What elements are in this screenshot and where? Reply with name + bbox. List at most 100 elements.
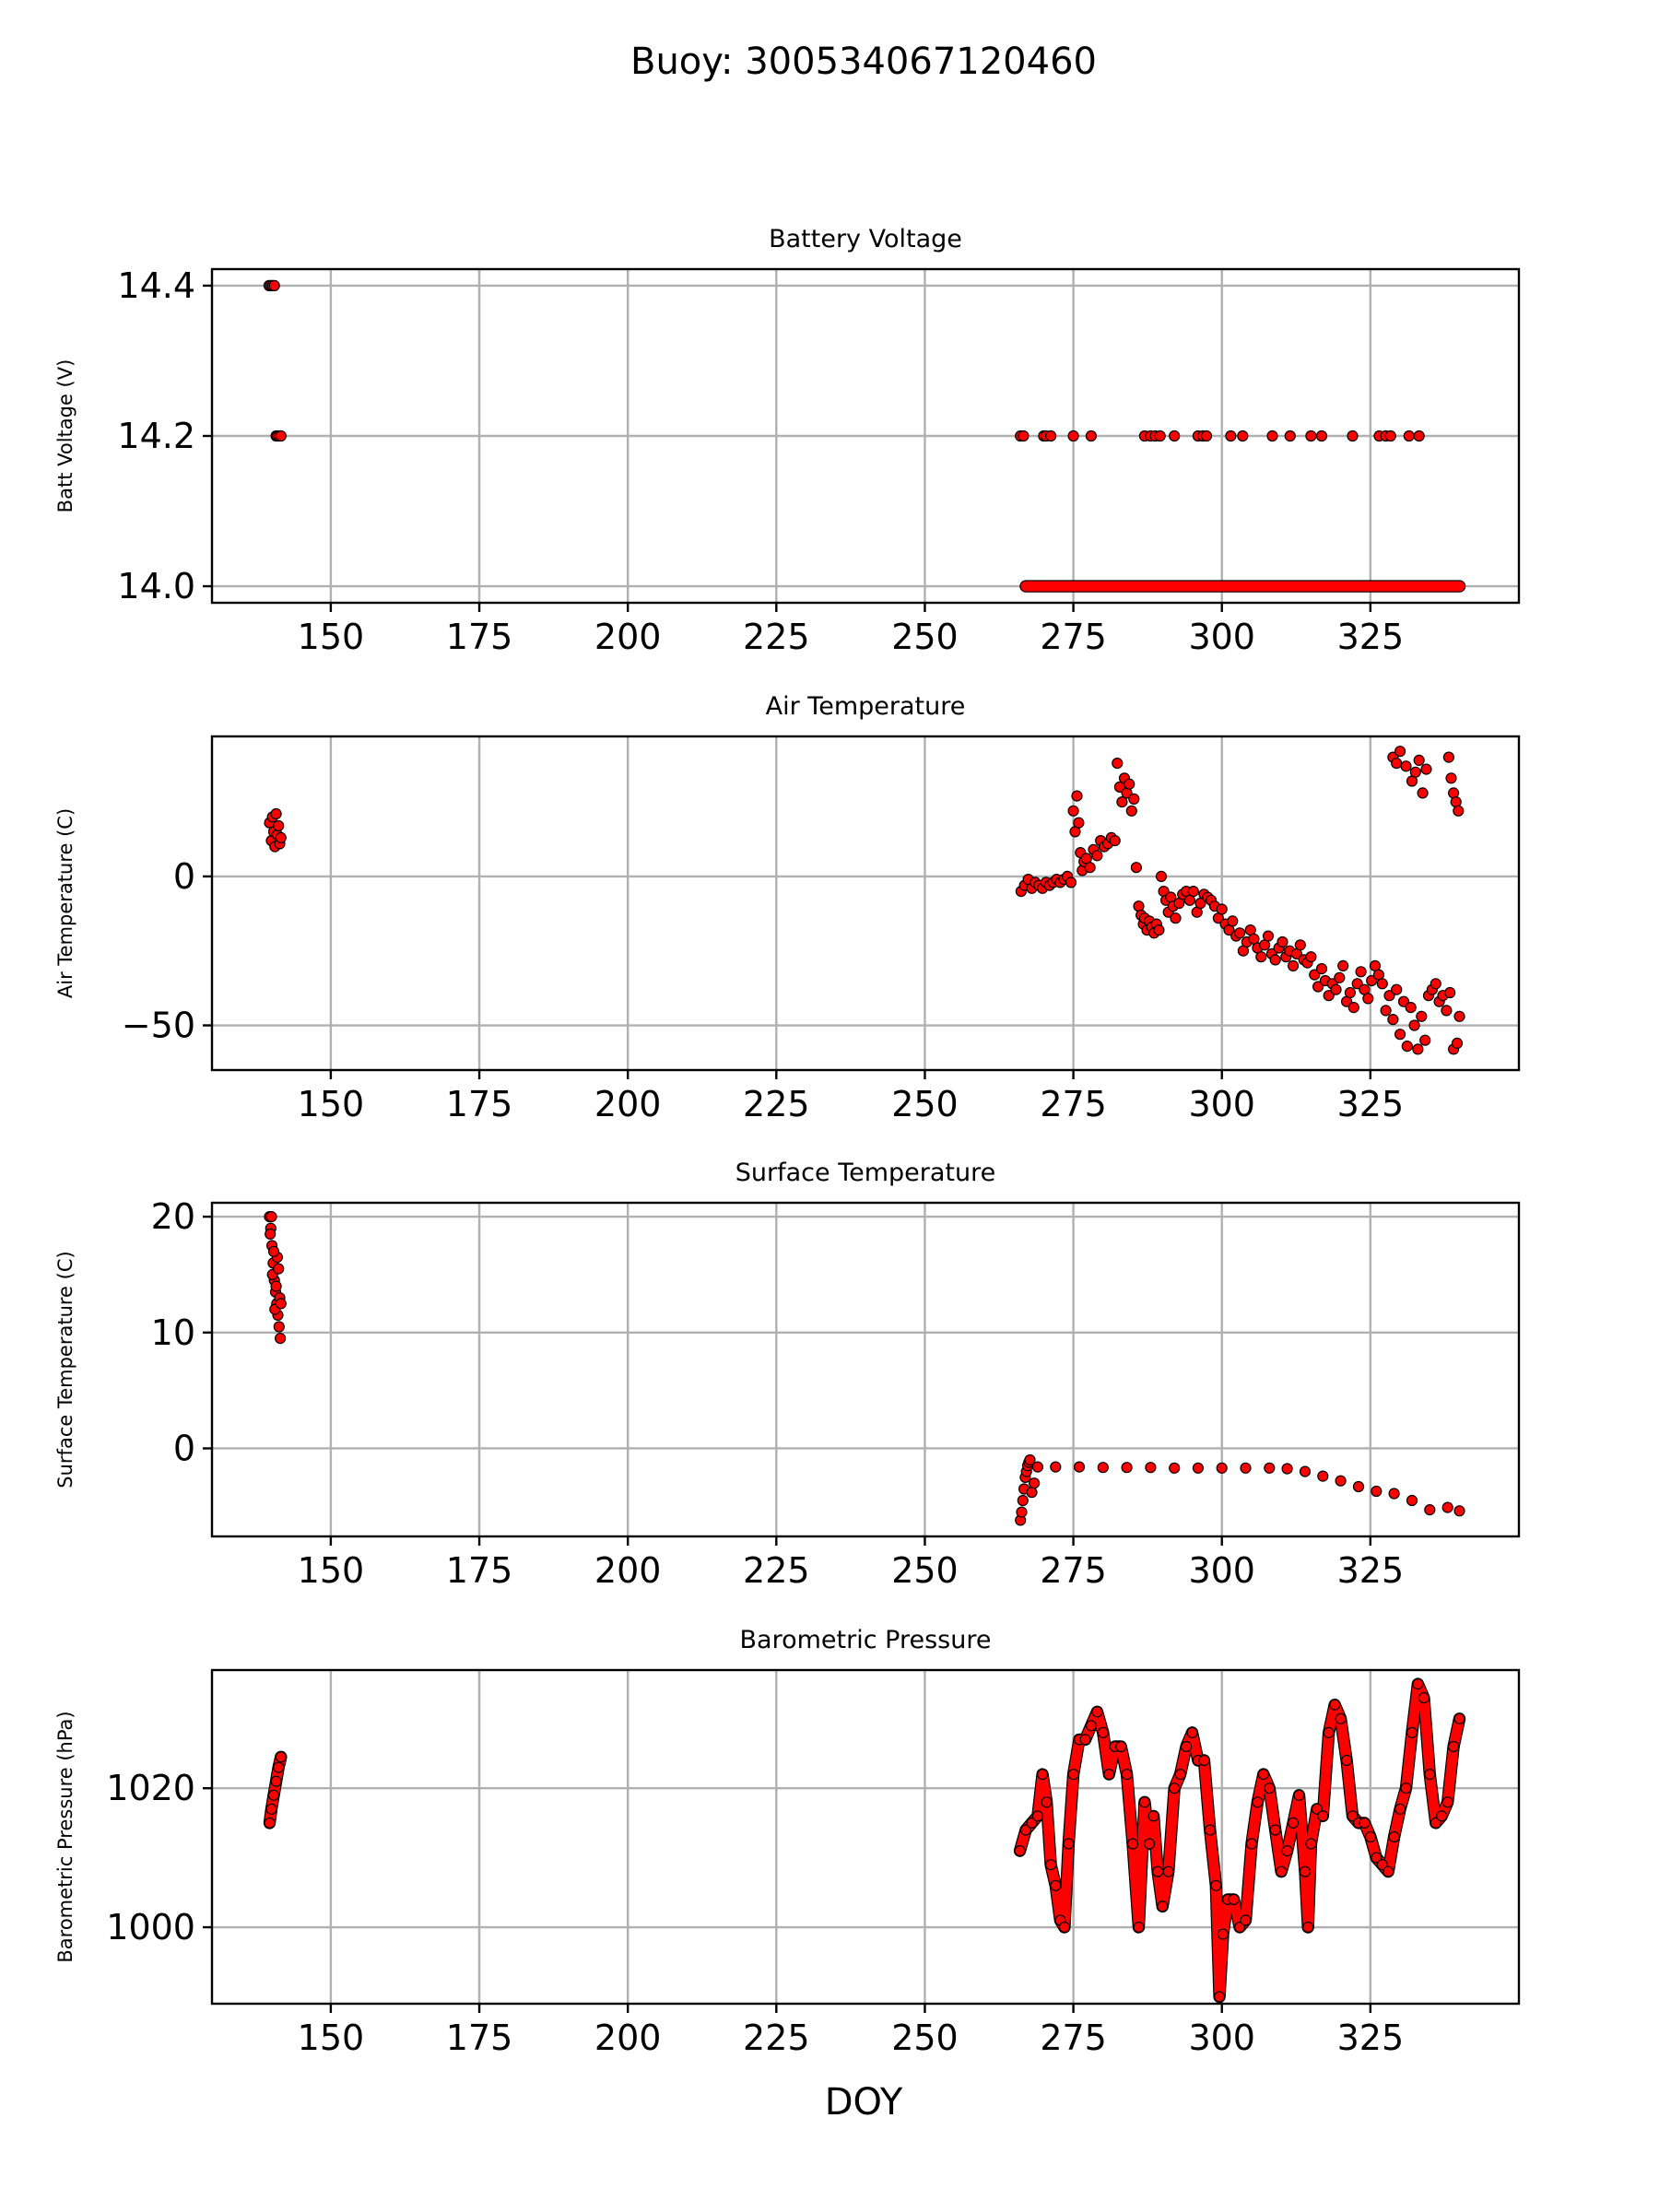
data-point xyxy=(1376,978,1388,990)
data-point xyxy=(1445,772,1457,784)
data-point xyxy=(1387,1013,1399,1026)
x-tick-label: 225 xyxy=(743,1084,810,1124)
data-point xyxy=(1362,993,1374,1005)
x-tick-label: 325 xyxy=(1337,1550,1405,1591)
data-point xyxy=(1225,429,1237,442)
data-point xyxy=(1245,1838,1258,1850)
y-tick-label: 0 xyxy=(173,1428,195,1468)
data-point xyxy=(1417,787,1429,799)
data-point xyxy=(1125,805,1137,817)
data-point xyxy=(1121,1462,1133,1474)
data-point xyxy=(267,1245,280,1257)
data-point xyxy=(1266,429,1278,442)
subplot-title: Air Temperature xyxy=(766,692,966,721)
data-point xyxy=(1153,924,1165,936)
data-point xyxy=(275,831,287,844)
data-point xyxy=(1121,1768,1133,1781)
x-tick-label: 300 xyxy=(1188,1084,1255,1124)
data-point xyxy=(1388,1488,1400,1500)
y-tick-label: 14.4 xyxy=(117,265,195,306)
data-point xyxy=(1269,1824,1281,1836)
x-tick-label: 250 xyxy=(891,2018,959,2058)
x-tick-label: 300 xyxy=(1188,617,1255,657)
data-point xyxy=(1355,966,1367,978)
x-tick-label: 150 xyxy=(298,2018,365,2058)
data-point xyxy=(1255,951,1267,963)
data-point xyxy=(1044,1859,1057,1871)
x-axis-label: DOY xyxy=(825,2081,903,2124)
data-point xyxy=(1453,1010,1465,1022)
data-point xyxy=(1413,429,1425,442)
data-point xyxy=(1364,1830,1377,1843)
x-tick-label: 225 xyxy=(743,1550,810,1591)
x-tick-label: 250 xyxy=(891,1550,959,1591)
data-point xyxy=(1097,1726,1109,1739)
data-point xyxy=(1237,429,1249,442)
data-point xyxy=(1391,983,1403,995)
data-point xyxy=(1394,746,1406,758)
data-points xyxy=(263,279,1466,593)
x-tick-label: 250 xyxy=(891,1084,959,1124)
subplot-4: 150 175 200 225 250 275 300 325 1000 1020 Barometr… xyxy=(54,1626,1521,2058)
subplot-2: 150 175 200 225 250 275 300 325 −50 0 Air Temperat… xyxy=(54,692,1521,1124)
data-point xyxy=(1281,1463,1293,1475)
data-point xyxy=(1116,795,1128,808)
data-points xyxy=(264,1210,1465,1526)
x-tick-label: 200 xyxy=(594,617,662,657)
x-tick-label: 200 xyxy=(594,1550,662,1591)
data-point xyxy=(1169,1462,1181,1474)
data-point xyxy=(1406,1494,1418,1507)
data-point xyxy=(1187,885,1199,898)
data-point xyxy=(1335,1712,1347,1724)
data-point xyxy=(1436,1810,1448,1822)
data-point xyxy=(270,1280,282,1292)
data-point xyxy=(1330,983,1342,995)
data-point xyxy=(270,1775,282,1787)
data-point xyxy=(1394,1029,1406,1041)
data-point xyxy=(1112,757,1124,770)
y-axis-label: Air Temperature (C) xyxy=(54,808,76,998)
data-point xyxy=(1252,1796,1264,1808)
data-point xyxy=(1340,1754,1353,1767)
data-point xyxy=(264,1817,276,1830)
data-point xyxy=(273,1263,285,1275)
data-point xyxy=(1031,1461,1044,1473)
subplot-title: Battery Voltage xyxy=(769,225,962,253)
data-point xyxy=(1305,429,1317,442)
data-point xyxy=(1359,1817,1371,1830)
data-point xyxy=(1447,1740,1460,1753)
data-point xyxy=(1018,429,1030,442)
data-point xyxy=(1351,978,1363,990)
data-point xyxy=(265,1210,277,1223)
data-point xyxy=(1329,1699,1341,1711)
data-point xyxy=(1397,995,1410,1007)
data-point xyxy=(1281,1844,1293,1857)
x-tick-label: 150 xyxy=(298,1084,365,1124)
data-point xyxy=(267,1789,280,1801)
y-tick-label: 1000 xyxy=(106,1907,195,1947)
data-point xyxy=(1067,805,1079,817)
x-tick-label: 225 xyxy=(743,2018,810,2058)
data-point xyxy=(1200,429,1213,442)
data-point xyxy=(1347,1001,1359,1014)
data-point xyxy=(1315,962,1328,975)
data-point xyxy=(1441,1796,1453,1808)
data-point xyxy=(1262,930,1275,942)
data-point xyxy=(1192,1462,1205,1474)
data-points xyxy=(264,746,1465,1055)
data-point xyxy=(1174,1768,1186,1781)
data-point xyxy=(1416,1010,1428,1022)
data-point xyxy=(1264,1783,1276,1794)
data-point xyxy=(275,1332,287,1345)
data-point xyxy=(1287,959,1300,972)
y-tick-label: 14.2 xyxy=(117,416,195,456)
data-point xyxy=(1162,1865,1174,1877)
x-tick-label: 300 xyxy=(1188,2018,1255,2058)
subplots: 150 175 200 225 250 275 300 32514.014.214.4Batt… xyxy=(54,225,1521,2058)
data-point xyxy=(1169,1783,1181,1794)
x-tick-label: 325 xyxy=(1337,617,1405,657)
x-tick-label: 175 xyxy=(446,1550,513,1591)
x-tick-label: 200 xyxy=(594,2018,662,2058)
data-point xyxy=(1371,1852,1382,1864)
x-tick-label: 300 xyxy=(1188,1550,1255,1591)
